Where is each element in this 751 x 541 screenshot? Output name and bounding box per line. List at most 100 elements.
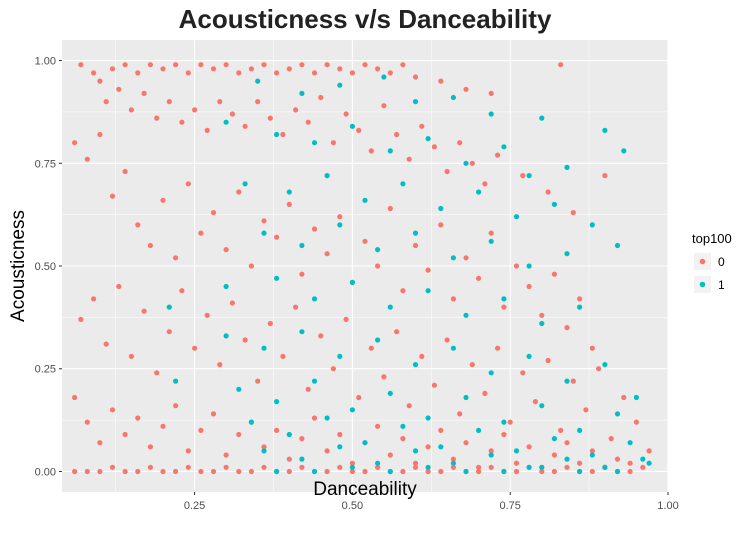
data-point-series-1: [261, 345, 267, 351]
data-point-series-1: [412, 362, 419, 368]
data-point-series-0: [166, 99, 172, 105]
data-point-series-0: [577, 296, 583, 302]
data-point-series-1: [337, 82, 343, 88]
data-point-series-0: [362, 238, 368, 244]
data-point-series-0: [280, 131, 286, 138]
data-point-series-0: [387, 205, 393, 212]
data-point-series-0: [577, 460, 583, 466]
data-point-series-1: [311, 296, 318, 302]
data-points: [72, 62, 652, 475]
data-point-series-1: [311, 468, 318, 475]
data-point-series-0: [356, 127, 362, 133]
data-point-series-0: [501, 304, 507, 310]
legend-key-point: [699, 258, 706, 265]
data-point-series-0: [337, 431, 343, 438]
data-point-series-0: [438, 78, 444, 84]
data-point-series-0: [387, 452, 393, 458]
data-point-series-0: [596, 366, 602, 372]
data-point-series-0: [160, 197, 166, 203]
data-point-series-0: [324, 251, 330, 257]
data-point-series-0: [476, 275, 482, 281]
data-point-series-0: [91, 296, 97, 302]
data-point-series-0: [318, 94, 324, 101]
data-point-series-0: [217, 362, 223, 368]
data-point-series-1: [564, 251, 570, 257]
data-point-series-0: [488, 230, 494, 236]
data-point-series-1: [375, 460, 381, 466]
data-point-series-1: [400, 181, 406, 187]
data-point-series-1: [387, 148, 393, 154]
data-point-series-1: [286, 189, 292, 195]
data-point-series-0: [305, 119, 311, 125]
x-axis-title: Danceability: [313, 479, 417, 500]
data-point-series-0: [109, 407, 116, 413]
data-point-series-0: [185, 181, 191, 187]
y-axis-ticks: 0.00 0.25 0.50 0.75 1.00: [35, 56, 62, 478]
data-point-series-0: [109, 66, 116, 72]
data-point-series-0: [400, 62, 406, 68]
data-point-series-0: [381, 374, 387, 380]
data-point-series-0: [154, 370, 160, 376]
data-point-series-0: [513, 460, 520, 466]
data-point-series-0: [551, 468, 558, 475]
data-point-series-0: [229, 300, 235, 306]
data-point-series-0: [173, 403, 179, 409]
data-point-series-1: [564, 164, 570, 170]
data-point-series-0: [368, 148, 374, 154]
data-point-series-0: [476, 464, 482, 470]
data-point-series-0: [419, 123, 425, 129]
data-point-series-1: [463, 160, 469, 166]
data-point-series-0: [147, 444, 153, 450]
data-point-series-0: [368, 345, 374, 351]
data-point-series-0: [324, 468, 330, 475]
data-point-series-0: [627, 468, 633, 475]
data-point-series-0: [103, 341, 109, 347]
data-point-series-0: [394, 329, 400, 335]
data-point-series-0: [116, 283, 122, 290]
data-point-series-1: [526, 263, 532, 269]
data-point-series-1: [501, 296, 507, 302]
data-point-series-0: [255, 99, 261, 105]
data-point-series-1: [602, 127, 608, 133]
data-point-series-1: [564, 456, 570, 462]
data-point-series-0: [192, 345, 198, 351]
data-point-series-0: [299, 271, 305, 277]
x-axis-ticks: 0.25 0.50 0.75 1.00: [184, 492, 679, 512]
data-point-series-0: [210, 468, 217, 475]
data-point-series-0: [375, 66, 381, 72]
data-point-series-0: [261, 218, 267, 224]
data-point-series-0: [394, 131, 400, 138]
data-point-series-1: [640, 456, 646, 462]
data-point-series-1: [311, 378, 318, 384]
data-point-series-1: [286, 431, 292, 438]
data-point-series-0: [135, 468, 141, 475]
data-point-series-1: [387, 468, 393, 475]
data-point-series-1: [412, 99, 419, 105]
data-point-series-1: [476, 427, 482, 433]
data-point-series-1: [633, 394, 640, 401]
legend-key-point: [699, 281, 706, 288]
data-point-series-1: [476, 189, 482, 195]
data-point-series-0: [173, 468, 179, 475]
legend: top100 01: [692, 231, 732, 293]
data-point-series-0: [78, 316, 84, 322]
data-point-series-1: [387, 390, 393, 396]
data-point-series-1: [299, 329, 305, 335]
data-point-series-0: [147, 242, 153, 249]
y-tick-label: 0.75: [35, 158, 56, 170]
data-point-series-0: [141, 308, 147, 314]
data-point-series-0: [412, 242, 419, 249]
data-point-series-0: [248, 66, 254, 72]
data-point-series-0: [469, 362, 475, 368]
grid-lines: [62, 40, 669, 492]
data-point-series-0: [78, 62, 84, 68]
data-point-series-0: [425, 267, 431, 273]
data-point-series-0: [532, 399, 539, 405]
data-point-series-0: [109, 464, 116, 470]
data-point-series-0: [419, 353, 425, 359]
data-point-series-0: [160, 423, 166, 429]
data-point-series-1: [299, 242, 305, 249]
data-point-series-0: [558, 62, 564, 68]
y-tick-label: 0.25: [35, 364, 56, 376]
data-point-series-0: [135, 70, 141, 76]
